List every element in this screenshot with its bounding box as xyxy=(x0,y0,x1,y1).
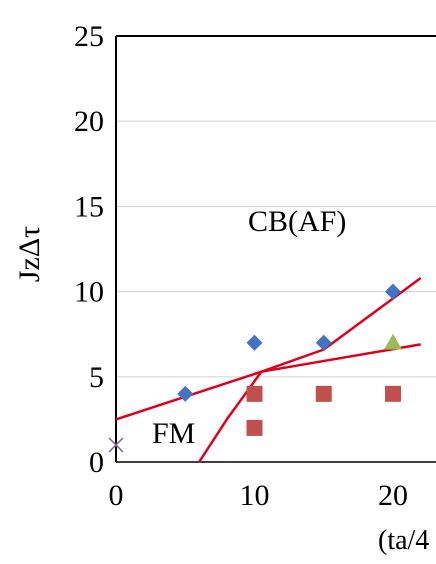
phase-boundary-line xyxy=(198,276,422,463)
axes xyxy=(115,35,436,463)
diamond-marker xyxy=(177,385,194,402)
triangle-marker xyxy=(384,333,402,350)
y-tick-label: 0 xyxy=(89,446,104,479)
y-tick-label: 10 xyxy=(74,276,104,309)
y-tick-label: 20 xyxy=(74,105,104,138)
x-tick-label: 0 xyxy=(109,479,124,512)
x-tick-label: 20 xyxy=(378,479,408,512)
square-marker xyxy=(385,385,401,402)
square-marker xyxy=(246,385,263,402)
y-tick-label: 5 xyxy=(89,361,104,394)
phase-boundary-line xyxy=(116,343,421,421)
square-marker xyxy=(246,419,263,436)
boundary-lines xyxy=(116,276,422,463)
tick-labels: 0 5 10 15 20 25 0 10 20 xyxy=(74,20,408,512)
y-tick-label: 15 xyxy=(74,190,104,223)
diamond-marker xyxy=(246,334,263,351)
annotation-cb-af: CB(AF) xyxy=(248,205,346,238)
grid-lines xyxy=(116,120,436,378)
x-marker xyxy=(108,437,124,453)
diamond-marker xyxy=(315,334,332,351)
y-tick-label: 25 xyxy=(74,20,104,53)
square-marker xyxy=(315,385,332,402)
x-tick-label: 10 xyxy=(240,479,270,512)
y-axis-label: JzΔτ xyxy=(13,226,46,282)
data-markers xyxy=(108,283,402,453)
diamond-marker xyxy=(385,283,401,300)
x-axis-label: (ta/4 xyxy=(378,525,429,556)
annotation-fm: FM xyxy=(152,417,195,450)
